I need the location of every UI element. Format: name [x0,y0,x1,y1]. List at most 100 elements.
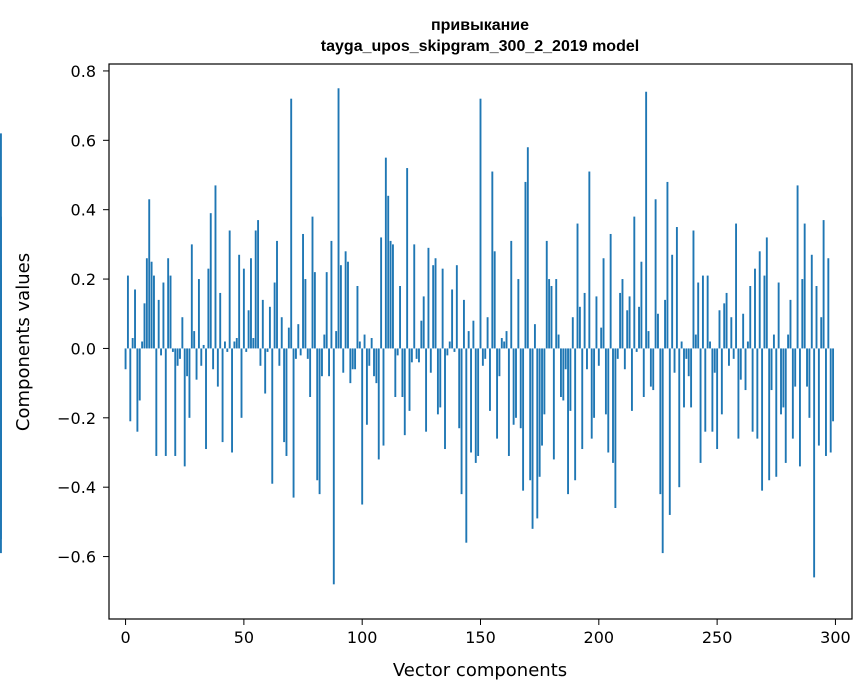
bar [347,261,349,349]
bar [772,334,775,349]
bar [153,275,155,349]
bar [777,282,780,349]
bar [808,348,811,418]
bar [200,348,203,366]
bar [675,227,678,349]
bar [512,348,515,425]
bar [361,348,364,505]
bar [0,299,2,349]
bar [335,331,338,349]
bar [195,348,198,380]
bar [784,348,787,463]
bar [661,348,664,554]
bar [645,91,648,349]
bar [654,199,657,349]
bar [245,348,248,352]
bar [725,292,728,349]
chart-title: привыкание [431,17,529,34]
bar [425,348,428,432]
bar [302,233,304,349]
bar [659,348,662,495]
bar [392,244,394,349]
bar [429,348,432,373]
y-axis-label: Components values [13,253,34,431]
bar [0,348,2,512]
bar [671,254,674,349]
bar [148,199,151,349]
bar [680,341,683,349]
bar [498,348,501,377]
x-tick-label: 50 [234,628,254,647]
bar [349,348,352,384]
bar [313,272,316,349]
bar [612,348,614,463]
bar [129,348,132,422]
bar [744,348,747,391]
bar [522,348,525,491]
bar [167,258,170,349]
y-tick-label: −0.4 [57,478,96,497]
bar [799,348,801,467]
bar [630,348,633,411]
x-tick-label: 150 [465,628,496,647]
bar [292,348,295,498]
y-tick-label: −0.6 [57,548,96,567]
y-tick-label: 0.6 [71,131,96,150]
bar [737,348,740,439]
bar [205,348,207,450]
bar [238,254,241,349]
bar [801,279,804,349]
bar [481,348,484,366]
bar [526,147,529,349]
y-tick-label: 0.4 [71,201,96,220]
bar [562,348,565,401]
bar [183,348,186,467]
bar [538,348,541,477]
bar [207,268,210,349]
bar [370,338,373,349]
bar [351,348,354,370]
bar [432,265,435,349]
bar [664,299,667,349]
bar [770,348,773,391]
bar [810,254,813,349]
bar [330,240,333,349]
bar [415,348,418,359]
bar [422,296,425,349]
bar [436,348,439,415]
bar [458,348,461,429]
bar [181,317,184,349]
bar [640,261,643,349]
bar [356,286,359,349]
bar [699,348,702,463]
bar [176,348,179,366]
bar [557,334,560,349]
bar [586,348,588,370]
bar [460,348,463,495]
bar [817,348,820,446]
bar [190,244,193,349]
bar [179,348,181,359]
bar [607,348,610,453]
bar [493,251,496,349]
bar [678,348,681,488]
bar [444,348,446,450]
bar [287,327,290,349]
bar [647,331,650,349]
bar [285,348,288,456]
bar [813,348,816,578]
bar [746,341,749,349]
bar [134,289,136,349]
bar [377,348,380,460]
bar [470,348,472,453]
bar [626,310,629,349]
bar [638,306,640,349]
bar [157,299,160,349]
bar [555,279,558,349]
bar [496,348,499,439]
bar [820,317,823,349]
bar [536,348,539,519]
bar [685,348,688,359]
bar [479,98,482,349]
